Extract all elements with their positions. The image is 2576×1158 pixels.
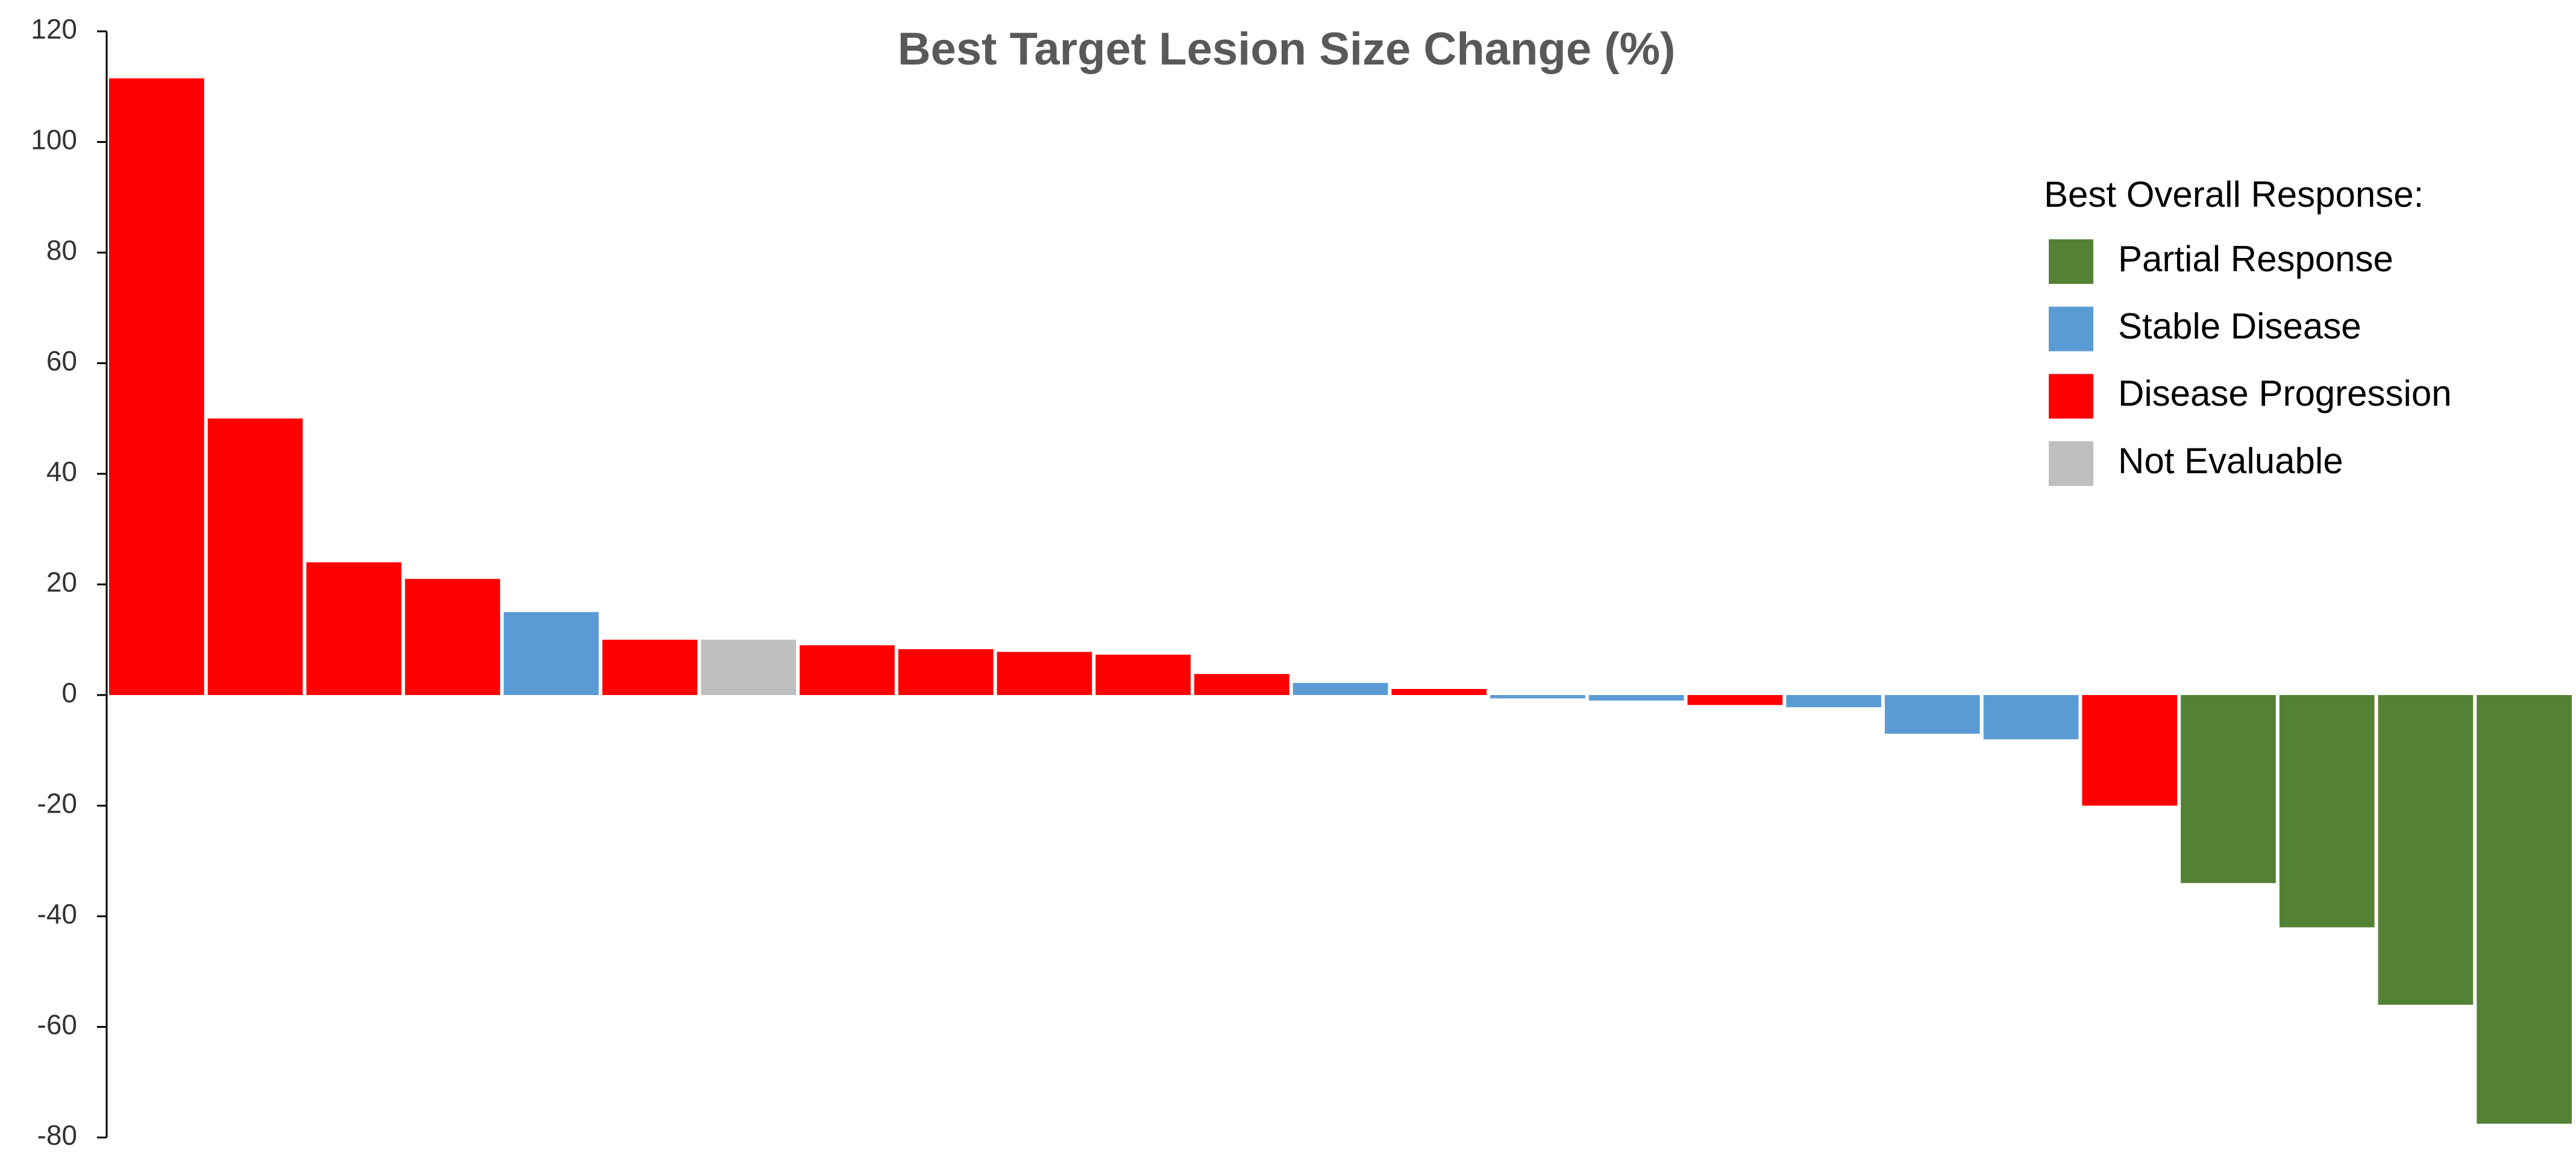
bar xyxy=(1588,695,1684,701)
legend-label: Disease Progression xyxy=(2118,373,2452,414)
y-tick-label: 100 xyxy=(31,124,77,156)
y-tick-label: 0 xyxy=(61,677,77,708)
bar xyxy=(1391,688,1487,695)
bar xyxy=(1687,695,1783,705)
y-tick-label: 80 xyxy=(46,234,77,266)
legend-swatch xyxy=(2049,374,2093,419)
bar xyxy=(2477,695,2572,1124)
legend-label: Stable Disease xyxy=(2118,306,2361,347)
bar xyxy=(2181,695,2276,883)
y-tick-label: -60 xyxy=(37,1009,77,1040)
y-tick-label: -80 xyxy=(37,1119,77,1151)
y-tick-label: 40 xyxy=(46,456,77,487)
bar xyxy=(1095,655,1191,695)
legend-swatch xyxy=(2049,306,2093,351)
y-tick-label: 120 xyxy=(31,13,77,45)
bar xyxy=(997,652,1092,695)
bar xyxy=(2082,695,2178,806)
y-tick-label: 20 xyxy=(46,567,77,598)
bar xyxy=(898,649,994,695)
bar xyxy=(109,78,204,696)
bar xyxy=(2378,695,2474,1005)
y-tick-label: -40 xyxy=(37,898,77,930)
legend-title: Best Overall Response: xyxy=(2044,174,2424,215)
bar xyxy=(207,418,303,695)
bar xyxy=(701,640,797,695)
y-tick-label: -20 xyxy=(37,788,77,819)
bar xyxy=(2279,695,2375,928)
bar xyxy=(1490,695,1585,699)
chart-title: Best Target Lesion Size Change (%) xyxy=(898,24,1676,75)
bar xyxy=(602,640,698,695)
bar xyxy=(1983,695,2079,740)
bar xyxy=(405,579,500,695)
legend-label: Partial Response xyxy=(2118,239,2393,279)
bar xyxy=(1293,682,1388,695)
bar xyxy=(1786,695,1881,708)
bar xyxy=(1194,674,1290,695)
legend-label: Not Evaluable xyxy=(2118,441,2343,481)
legend-swatch xyxy=(2049,441,2093,486)
bar xyxy=(306,562,402,695)
bar xyxy=(503,612,599,695)
legend-swatch xyxy=(2049,239,2093,284)
bar xyxy=(800,645,895,695)
bar xyxy=(1884,695,1980,734)
y-tick-label: 60 xyxy=(46,345,77,377)
